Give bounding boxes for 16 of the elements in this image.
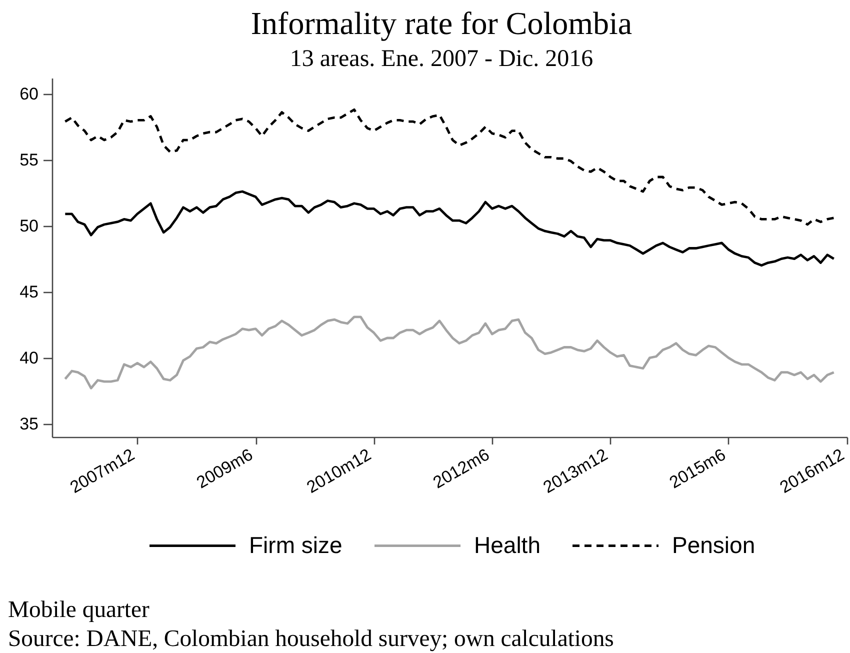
legend-label: Firm size [249, 532, 342, 558]
y-tick-label: 55 [20, 150, 38, 170]
y-tick-label: 50 [20, 216, 38, 236]
y-tick-label: 40 [20, 348, 38, 368]
source-note: Source: DANE, Colombian household survey; own calculations [8, 626, 614, 652]
y-tick-label: 35 [20, 414, 38, 434]
legend-label: Health [474, 532, 540, 558]
y-tick-label: 45 [20, 282, 38, 302]
text: Mobile quarter [8, 597, 150, 623]
chart-title: Informality rate for Colombia [250, 5, 632, 41]
legend-label: Pension [672, 532, 756, 558]
line-series [64, 190, 836, 267]
y-tick-label: 60 [20, 84, 38, 104]
line-series [64, 108, 836, 226]
line-series [64, 316, 836, 390]
chart-subtitle: 13 areas. Ene. 2007 - Dic. 2016 [290, 46, 594, 72]
